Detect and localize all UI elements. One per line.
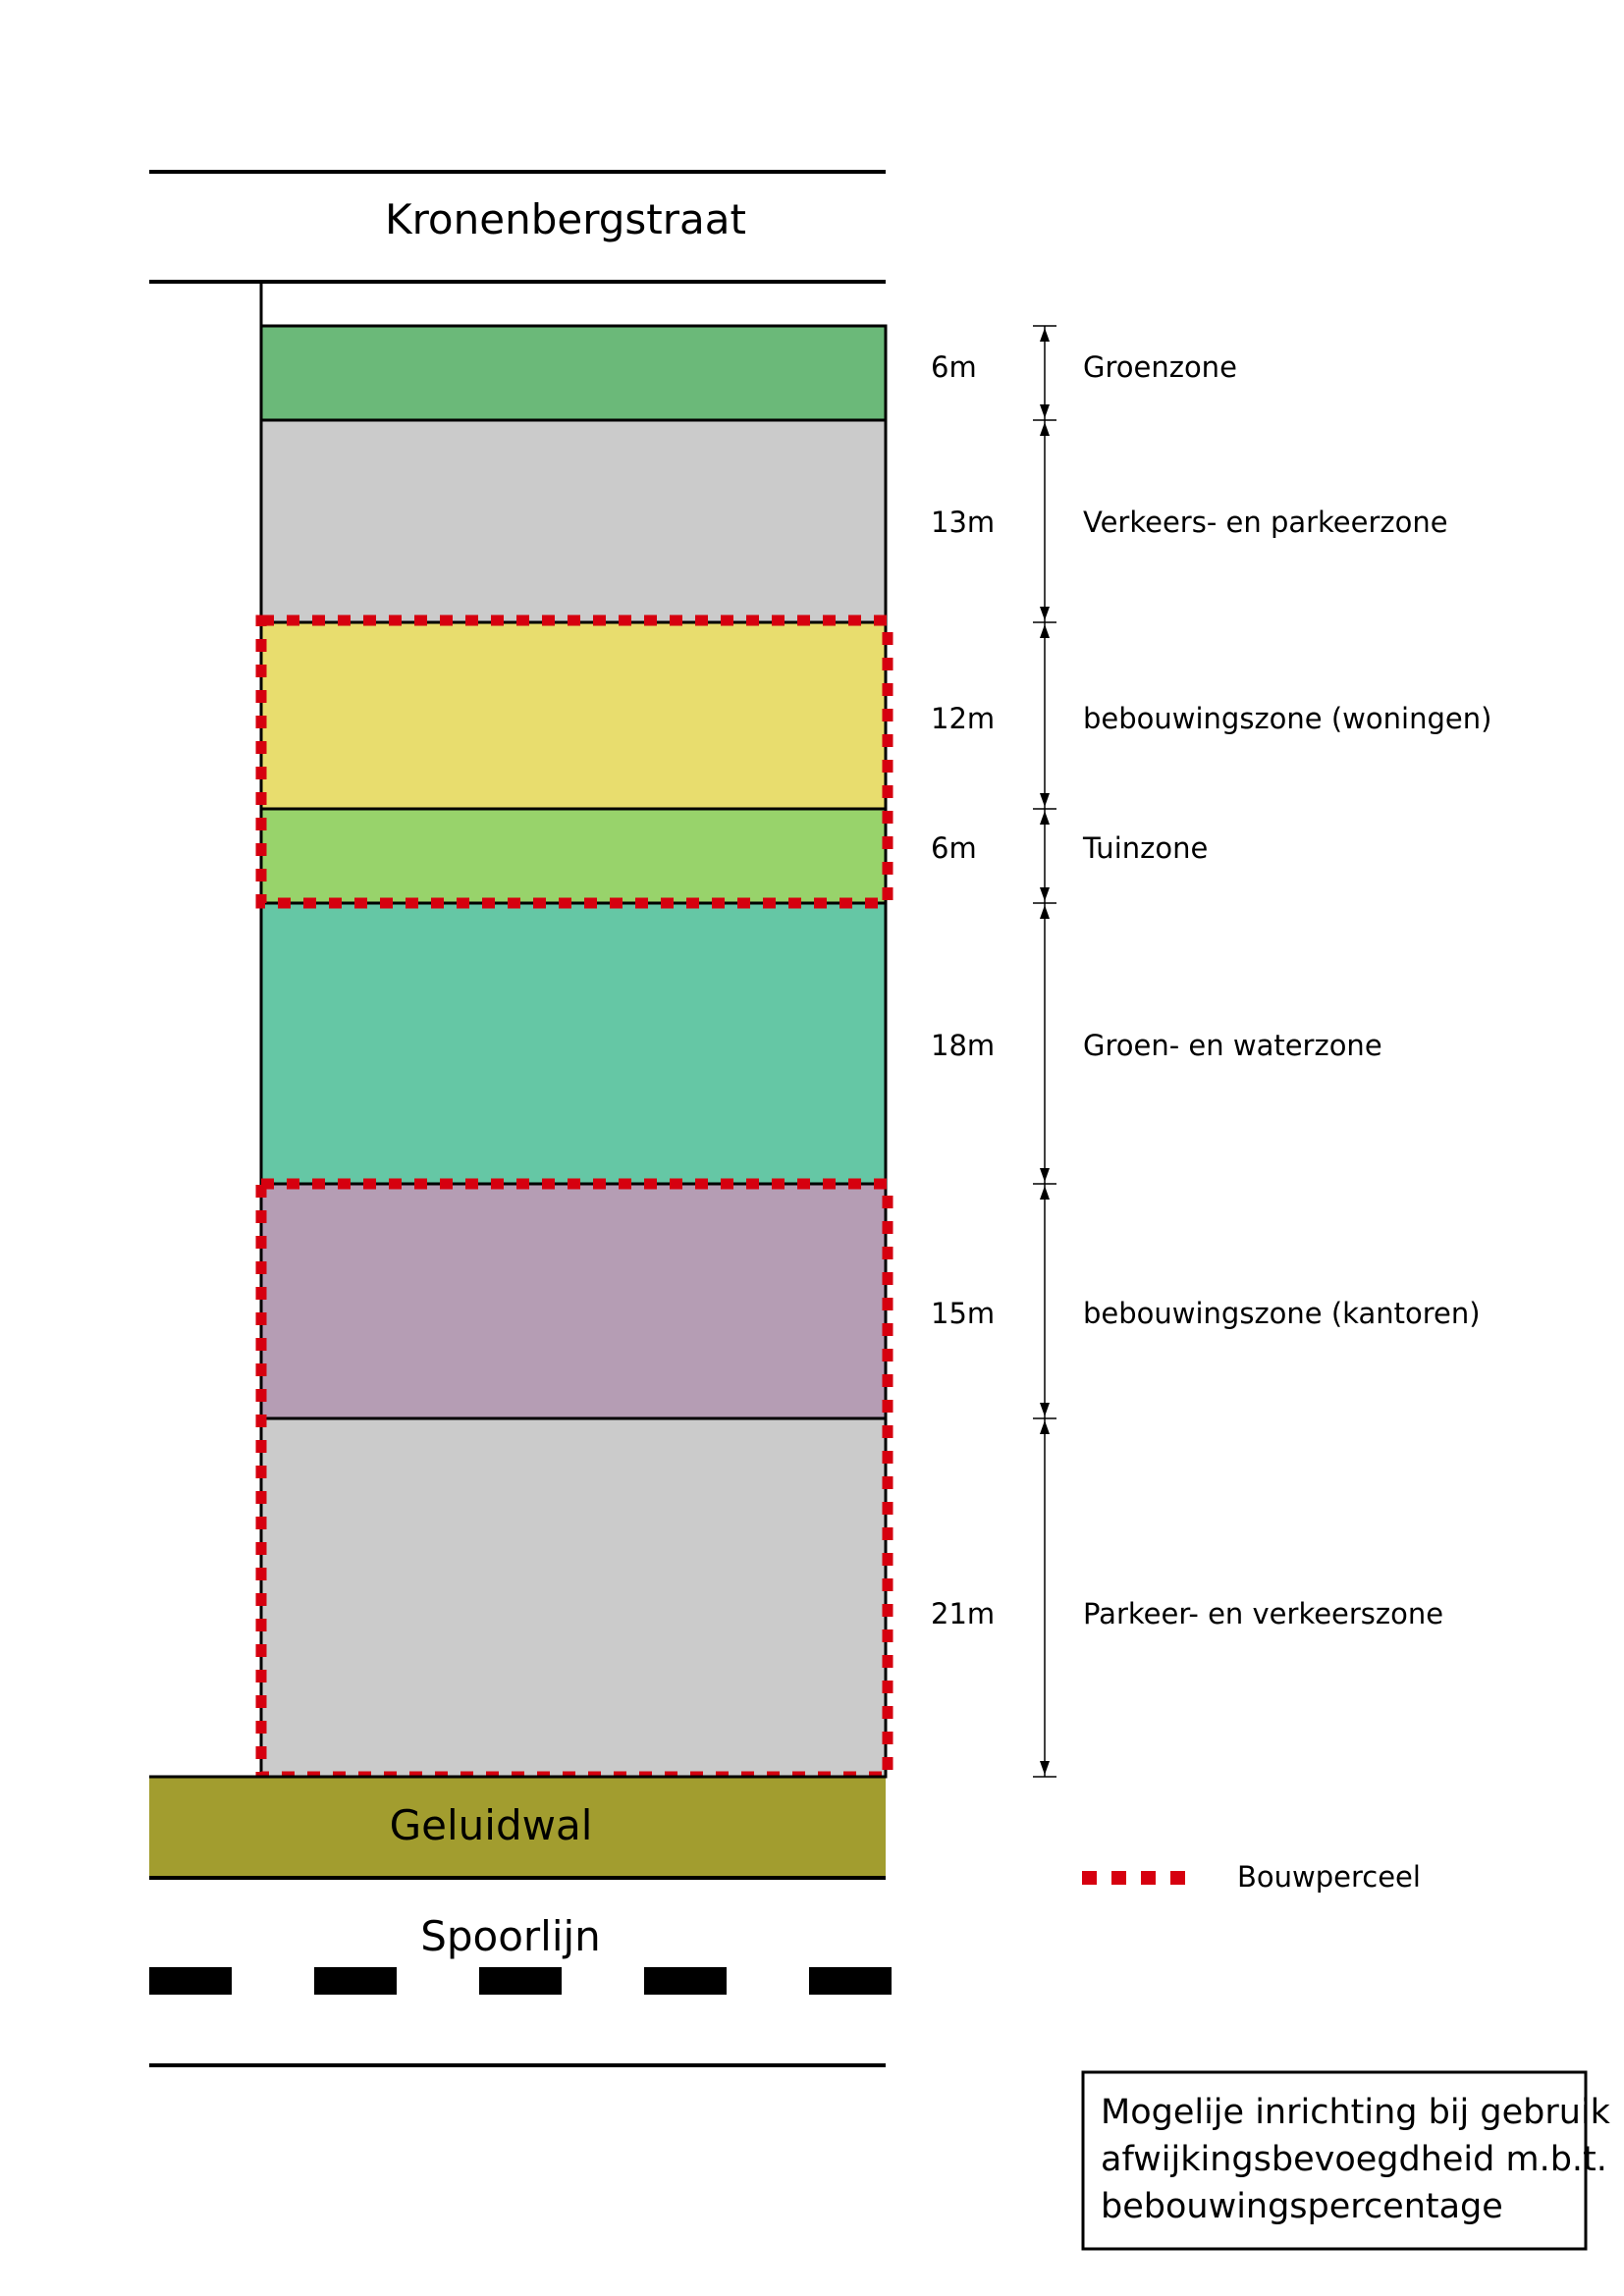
zone-name-label: Tuinzone [1082,831,1208,865]
zone-size-label: 21m [931,1597,995,1630]
arrowhead-down-icon [1040,811,1050,825]
street: Kronenbergstraat [149,170,886,284]
rail-dash [149,1967,232,1995]
rail-dash [314,1967,397,1995]
arrowhead-up-icon [1040,1761,1050,1775]
zone-name-label: bebouwingszone (woningen) [1083,702,1491,735]
zone-block-tuinzone [259,807,888,905]
zone-block-parkeer-verkeerszone [259,1416,888,1779]
caption-box: Mogelije inrichting bij gebruik afwijkin… [1081,2070,1611,2251]
bouwperceel-outline-woningen [255,614,893,909]
geluidwal: Geluidwal [149,1775,886,1880]
zone-name-label: Groen- en waterzone [1083,1029,1382,1062]
geluidwal-block [149,1777,886,1878]
arrowhead-down-icon [1040,1420,1050,1434]
zone-size-label: 13m [931,506,995,539]
zone-size-label: 15m [931,1297,995,1330]
geluidwal-label: Geluidwal [390,1801,593,1849]
street-label: Kronenbergstraat [385,195,746,243]
caption-line: Mogelije inrichting bij gebruik [1101,2093,1611,2132]
zone-size-label: 18m [931,1029,995,1062]
arrowhead-up-icon [1040,607,1050,620]
arrowhead-up-icon [1040,1403,1050,1416]
zone-block-groen-waterzone [259,901,888,1186]
zone-block-bebouwing-kantoren [259,1182,888,1420]
zone-name-label: Parkeer- en verkeerszone [1083,1597,1443,1630]
caption-border [1081,2070,1588,2251]
legend-label: Bouwperceel [1237,1860,1421,1894]
arrowhead-up-icon [1040,1168,1050,1182]
arrowhead-up-icon [1040,404,1050,418]
zone-size-label: 12m [931,702,995,735]
zone-block-bebouwing-woningen [259,620,888,811]
rail-dash [479,1967,562,1995]
rail-dash [644,1967,727,1995]
arrowhead-down-icon [1040,422,1050,436]
legend: Bouwperceel [1082,1860,1421,1894]
caption-line: afwijkingsbevoegdheid m.b.t. [1101,2140,1607,2179]
zone-block-groenzone [259,324,888,422]
zone-labels: 6m Groenzone 13m Verkeers- en parkeerzon… [931,350,1491,1630]
zone-name-label: bebouwingszone (kantoren) [1083,1297,1481,1330]
zone-size-label: 6m [931,831,977,865]
zone-name-label: Groenzone [1083,350,1237,384]
zone-blocks [259,324,888,1779]
arrowhead-down-icon [1040,624,1050,638]
rail-dash [809,1967,892,1995]
dimension-arrows [1040,328,1050,1775]
arrowhead-up-icon [1040,887,1050,901]
arrowhead-down-icon [1040,905,1050,919]
zone-block-verkeers-parkeerzone [259,418,888,624]
caption-line: bebouwingspercentage [1101,2187,1503,2226]
arrowhead-down-icon [1040,328,1050,342]
zone-name-label: Verkeers- en parkeerzone [1083,506,1448,539]
zone-size-label: 6m [931,350,977,384]
spoorlijn-label: Spoorlijn [420,1912,601,1960]
arrowhead-down-icon [1040,1186,1050,1200]
arrowhead-up-icon [1040,793,1050,807]
spoorlijn: Spoorlijn [149,1912,892,2067]
dimension-line [1033,325,1056,1778]
